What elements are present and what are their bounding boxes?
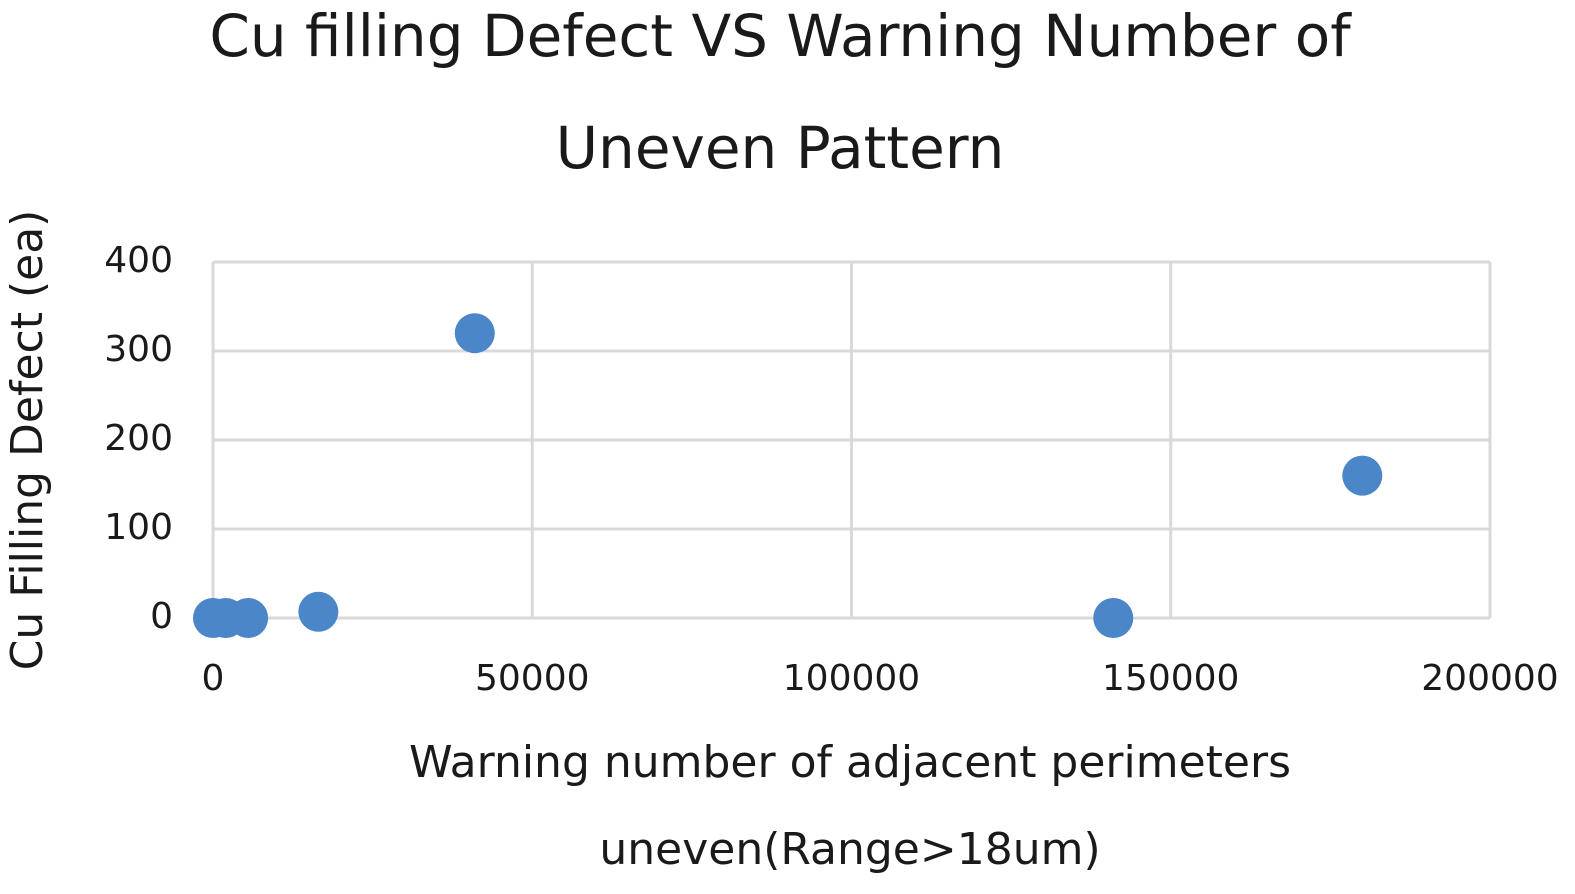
- y-tick-label: 0: [150, 596, 173, 637]
- x-axis-title: Warning number of adjacent perimeters: [409, 737, 1291, 788]
- y-tick-label: 200: [104, 418, 173, 459]
- point: [1093, 598, 1134, 638]
- x-tick-label: 0: [202, 658, 225, 699]
- point: [1342, 455, 1383, 496]
- x-axis-title: uneven(Range>18um): [599, 824, 1100, 875]
- y-tick-label: 300: [104, 329, 173, 370]
- y-axis-title: Cu Filling Defect (ea): [2, 210, 53, 671]
- y-tick-label: 100: [104, 507, 173, 548]
- y-tick-label: 400: [104, 240, 173, 281]
- x-tick-label: 200000: [1421, 658, 1558, 699]
- point: [298, 591, 339, 632]
- x-tick-label: 50000: [475, 658, 590, 699]
- point: [454, 313, 495, 354]
- point: [228, 598, 269, 638]
- x-tick-label: 100000: [783, 658, 920, 699]
- chart-title: Cu filling Defect VS Warning Number of: [209, 2, 1352, 70]
- x-tick-label: 150000: [1102, 658, 1239, 699]
- chart-title: Uneven Pattern: [556, 114, 1005, 182]
